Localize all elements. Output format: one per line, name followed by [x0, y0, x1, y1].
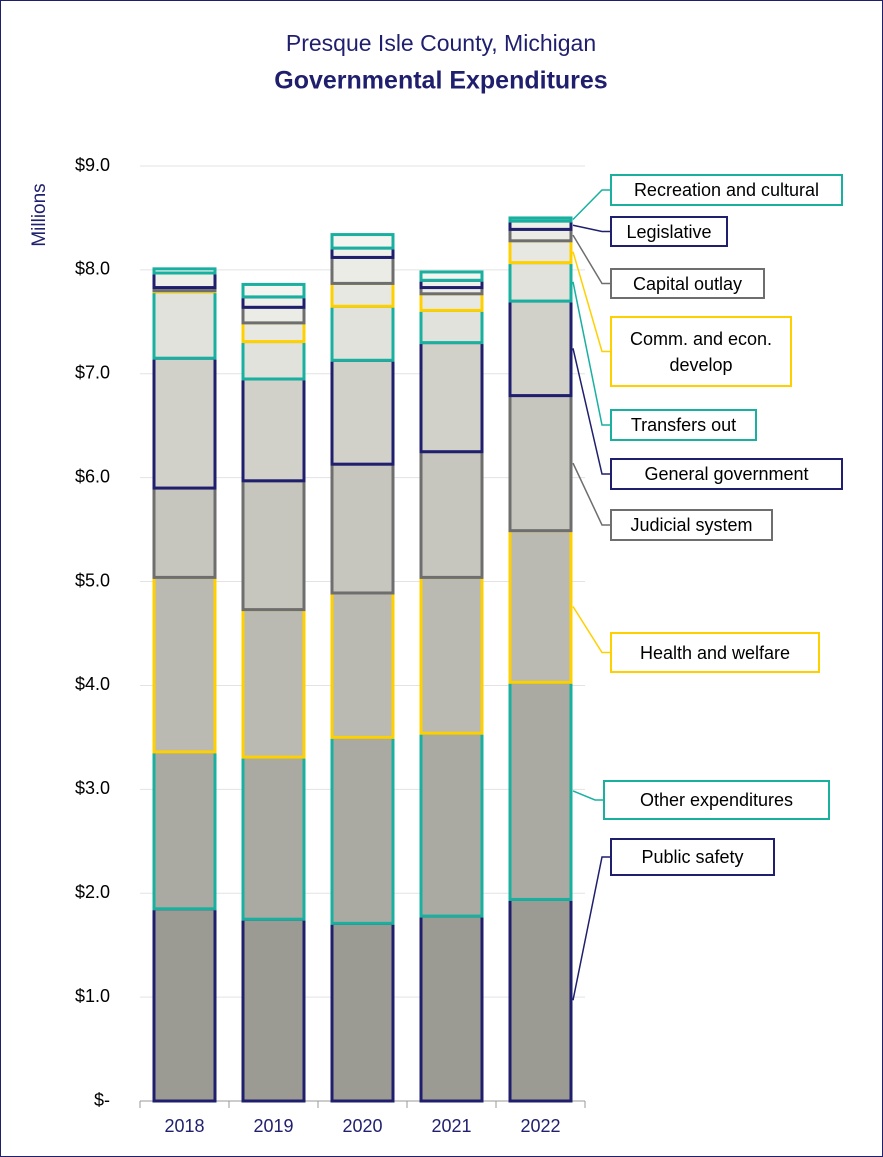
- bar-segment: [241, 479, 306, 612]
- bar-segment: [152, 267, 217, 275]
- legend-leader: [572, 348, 610, 475]
- bar-segment: [419, 292, 484, 312]
- legend-item: Capital outlay: [610, 268, 765, 299]
- bar-segment: [241, 282, 306, 299]
- legend-leader: [572, 856, 610, 1001]
- legend-leader: [572, 790, 603, 801]
- y-tick-label: $5.0: [75, 570, 110, 590]
- bar-segment: [330, 233, 395, 250]
- bar-segment: [152, 290, 217, 360]
- legend-item: Recreation and cultural: [610, 174, 843, 206]
- bar-segment: [152, 907, 217, 1103]
- y-tick-label: $6.0: [75, 466, 110, 486]
- bar-segment: [419, 270, 484, 282]
- chart-title: Presque Isle County, Michigan: [286, 30, 596, 56]
- legend-item: General government: [610, 458, 843, 490]
- bar-segment: [508, 394, 573, 533]
- legend-item: Public safety: [610, 838, 775, 876]
- y-tick-label: $3.0: [75, 778, 110, 798]
- y-tick-label: $1.0: [75, 986, 110, 1006]
- x-tick-label: 2022: [520, 1116, 560, 1136]
- bar-segment: [330, 304, 395, 362]
- bar-segment: [508, 680, 573, 901]
- chart-subtitle: Governmental Expenditures: [274, 67, 607, 95]
- legend-leader: [572, 606, 610, 654]
- bar-segment: [241, 321, 306, 344]
- bar-segment: [330, 462, 395, 595]
- bar-segment: [508, 299, 573, 398]
- y-axis-label: Millions: [29, 183, 50, 246]
- legend-leader: [572, 224, 610, 233]
- y-tick-label: $4.0: [75, 674, 110, 694]
- legend-item: Legislative: [610, 216, 728, 247]
- bar-segment: [419, 914, 484, 1103]
- y-tick-label: $9.0: [75, 155, 110, 175]
- bar-segment: [241, 377, 306, 483]
- bar-segment: [330, 281, 395, 308]
- x-tick-label: 2021: [431, 1116, 471, 1136]
- bar-segment: [508, 529, 573, 684]
- bar-segment: [419, 308, 484, 345]
- legend-leader: [572, 189, 610, 221]
- bar-segment: [330, 735, 395, 925]
- bar-segment: [508, 897, 573, 1103]
- legend-leader: [572, 462, 610, 526]
- bar-segment: [152, 575, 217, 754]
- bar-segment: [241, 917, 306, 1103]
- bar-segment: [241, 305, 306, 325]
- bar-segment: [152, 356, 217, 490]
- bar-segment: [330, 255, 395, 285]
- bar-segment: [152, 750, 217, 911]
- bar-segment: [152, 486, 217, 579]
- bar-segment: [330, 358, 395, 466]
- bar-segment: [241, 608, 306, 759]
- bar-segment: [330, 591, 395, 739]
- bar-segment: [241, 295, 306, 309]
- bar-segment: [241, 755, 306, 921]
- y-tick-label: $8.0: [75, 259, 110, 279]
- y-tick-label: $-: [94, 1090, 110, 1110]
- x-tick-label: 2020: [342, 1116, 382, 1136]
- bar-segment: [330, 921, 395, 1103]
- legend-leader: [572, 281, 610, 426]
- bar-segment: [508, 227, 573, 243]
- legend-leader: [572, 251, 610, 353]
- legend-leader: [572, 234, 610, 285]
- bar-segment: [241, 340, 306, 381]
- bar-segment: [152, 271, 217, 290]
- bar-segment: [419, 575, 484, 735]
- x-tick-label: 2018: [164, 1116, 204, 1136]
- y-tick-label: $2.0: [75, 882, 110, 902]
- legend-item: Judicial system: [610, 509, 773, 541]
- legend-item: Health and welfare: [610, 632, 820, 673]
- legend-item: Other expenditures: [603, 780, 830, 820]
- legend-item: Transfers out: [610, 409, 757, 441]
- bar-segment: [508, 239, 573, 265]
- bar-segment: [508, 216, 573, 223]
- y-tick-label: $7.0: [75, 363, 110, 383]
- bar-segment: [419, 450, 484, 579]
- x-tick-label: 2019: [253, 1116, 293, 1136]
- bar-segment: [419, 731, 484, 918]
- legend-item: Comm. and econ. develop: [610, 316, 792, 387]
- bar-segment: [508, 261, 573, 303]
- bar-segment: [419, 341, 484, 454]
